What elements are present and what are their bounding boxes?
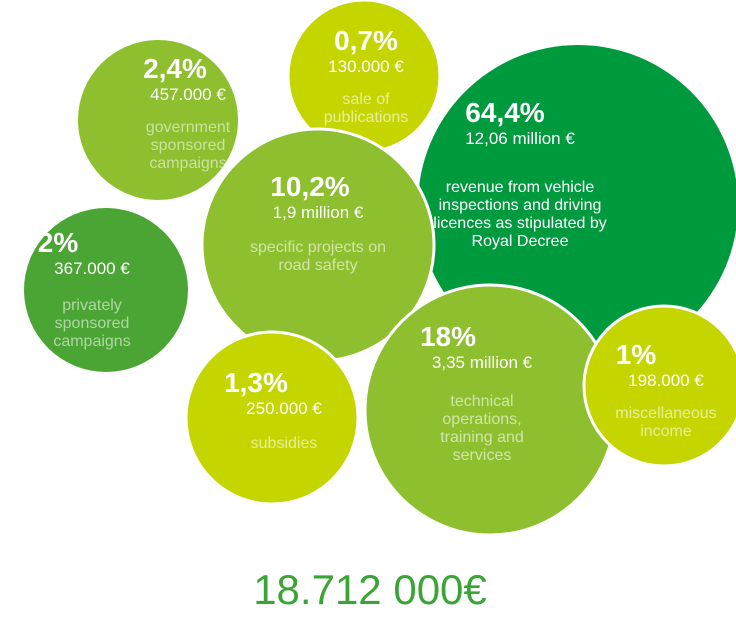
description: revenue from vehicle [446, 179, 595, 196]
bubbles [24, 0, 736, 537]
total: 18.712 000€ [253, 566, 487, 613]
description: publications [324, 109, 409, 126]
amount: 250.000 € [246, 399, 322, 418]
percent: 64,4% [465, 97, 544, 128]
description: sponsored [151, 137, 226, 154]
amount: 3,35 million € [432, 353, 533, 372]
description: operations, [442, 411, 521, 428]
percent: 1,3% [224, 367, 288, 398]
bubble [184, 330, 360, 506]
bubble [582, 304, 736, 468]
amount: 130.000 € [328, 57, 404, 76]
description: road safety [278, 257, 357, 274]
description: miscellaneous [615, 405, 716, 422]
description: services [453, 447, 512, 464]
amount: 367.000 € [54, 259, 130, 278]
percent: 1% [616, 339, 657, 370]
description: training and [440, 429, 524, 446]
description: licences as stipulated by [433, 215, 606, 232]
description: Royal Decree [472, 233, 569, 250]
description: privately [62, 297, 122, 314]
description: specific projects on [250, 239, 386, 256]
description: sponsored [55, 315, 130, 332]
amount: 1,9 million € [273, 203, 364, 222]
amount: 457.000 € [150, 85, 226, 104]
amount: 198.000 € [628, 371, 704, 390]
percent: 10,2% [270, 171, 349, 202]
bubble [78, 40, 238, 200]
percent: 0,7% [334, 25, 398, 56]
amount: 12,06 million € [465, 129, 575, 148]
description: government [146, 119, 231, 136]
description: sale of [342, 91, 390, 108]
description: campaigns [149, 155, 226, 172]
bubble [24, 208, 188, 372]
bubble [363, 283, 617, 537]
percent: 2,4% [143, 53, 207, 84]
percent: 2% [38, 227, 79, 258]
description: income [640, 423, 692, 440]
description: subsidies [251, 435, 318, 452]
description: campaigns [53, 333, 130, 350]
percent: 18% [420, 321, 476, 352]
description: technical [450, 393, 513, 410]
description: inspections and driving [439, 197, 602, 214]
